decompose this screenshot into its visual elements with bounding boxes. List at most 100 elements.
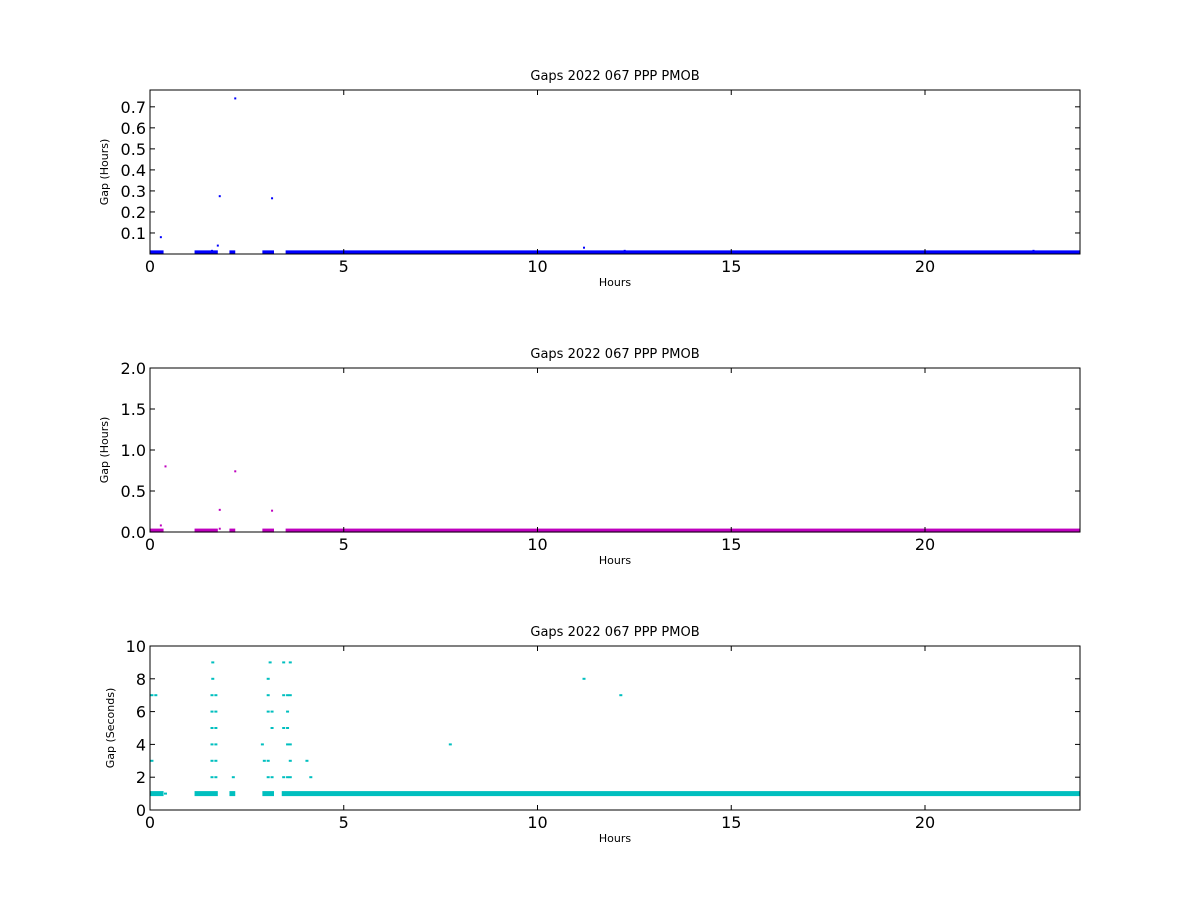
data-point-12 [211, 677, 215, 680]
data-point-4 [164, 792, 167, 795]
axes-frame [149, 645, 1081, 811]
data-point-5 [210, 776, 214, 779]
data-point-40 [288, 661, 292, 664]
data-point-4 [218, 527, 221, 530]
data-point-27 [268, 661, 272, 664]
data-point-13 [214, 776, 218, 779]
chart-panel-2: Gaps 2022 067 PPP PMOB 0 5 10 15 20 0.0 0.5 1.0 1… [98, 347, 1081, 567]
y-tick-label: 0.4 [121, 161, 146, 180]
data-point-29 [270, 727, 274, 729]
series-baseline [150, 250, 1080, 255]
chart-title: Gaps 2022 067 PPP PMOB [530, 69, 699, 84]
data-point-1 [159, 236, 162, 239]
data-point-22 [266, 776, 270, 779]
y-axis-label: Gap (Seconds) [104, 688, 117, 769]
data-point-21 [262, 759, 266, 762]
data-point-41 [288, 694, 292, 697]
x-tick-label: 10 [527, 813, 547, 832]
baseline-segment-2 [194, 528, 218, 533]
data-point-6 [271, 509, 274, 512]
series-baseline [150, 791, 1080, 797]
data-point-10 [210, 694, 214, 697]
y-tick-label: 2 [136, 768, 146, 787]
data-point-34 [282, 776, 286, 779]
baseline-segment-2 [194, 791, 218, 797]
data-point-35 [286, 776, 290, 779]
data-point-16 [214, 727, 218, 729]
y-tick-label: 0.3 [121, 182, 146, 201]
y-tick-label: 1.0 [121, 441, 146, 460]
x-tick-label: 5 [339, 535, 349, 554]
x-tick-label: 20 [915, 257, 935, 276]
baseline-segment-5 [285, 528, 1080, 533]
data-point-18 [214, 694, 218, 697]
data-point-2 [150, 694, 154, 697]
baseline-segment-4 [262, 528, 274, 533]
data-point-15 [214, 743, 218, 746]
data-point-32 [282, 694, 286, 697]
data-point-45 [305, 759, 309, 762]
baseline-segment-4 [262, 250, 274, 255]
baseline-segment-5 [281, 791, 1080, 797]
chart-title: Gaps 2022 067 PPP PMOB [530, 625, 699, 640]
baseline-segment-4 [262, 791, 274, 797]
chart-panel-1: Gaps 2022 067 PPP PMOB 0 5 10 15 20 0.1 0.2 0.3 0… [98, 69, 1081, 289]
y-tick-label: 6 [136, 703, 146, 722]
data-point-36 [286, 743, 290, 746]
series-points [159, 97, 1035, 252]
data-point-9 [1032, 249, 1035, 252]
baseline-segment-3 [229, 250, 236, 255]
data-point-48 [582, 677, 586, 680]
data-point-31 [282, 661, 286, 664]
x-tick-label: 10 [527, 257, 547, 276]
data-point-7 [583, 529, 585, 532]
y-tick-label: 4 [136, 735, 146, 754]
x-tick-label: 0 [145, 257, 155, 276]
x-tick-label: 20 [915, 813, 935, 832]
data-point-1 [159, 524, 162, 527]
x-tick-label: 15 [721, 813, 741, 832]
x-tick-label: 0 [145, 535, 155, 554]
x-tick-label: 0 [145, 813, 155, 832]
x-tick-label: 20 [915, 535, 935, 554]
data-point-43 [288, 759, 292, 762]
data-point-30 [270, 710, 274, 713]
y-tick-label: 0.5 [121, 140, 146, 159]
y-tick-label: 2.0 [121, 359, 146, 378]
data-point-25 [266, 694, 270, 697]
data-point-33 [282, 727, 286, 729]
data-point-7 [583, 246, 585, 249]
data-point-2 [211, 249, 213, 252]
y-tick-label: 0.2 [121, 203, 146, 222]
baseline-segment-1 [150, 791, 164, 797]
x-tick-label: 10 [527, 535, 547, 554]
data-point-44 [288, 776, 292, 779]
series-points [159, 465, 585, 532]
data-point-7 [210, 743, 214, 746]
chart-title: Gaps 2022 067 PPP PMOB [530, 347, 699, 362]
y-tick-label: 0.5 [121, 482, 146, 501]
data-point-4 [218, 195, 221, 198]
y-tick-label: 0.6 [121, 119, 146, 138]
data-point-49 [619, 694, 623, 697]
data-point-8 [623, 249, 626, 252]
data-point-42 [288, 743, 292, 746]
x-axis-label: Hours [599, 554, 631, 567]
data-point-20 [260, 743, 264, 746]
data-point-23 [266, 759, 270, 762]
data-point-5 [234, 470, 237, 473]
data-point-28 [270, 776, 274, 779]
data-point-3 [218, 508, 221, 511]
y-tick-label: 10 [126, 637, 146, 656]
axes-frame [149, 367, 1081, 533]
data-point-39 [286, 694, 290, 697]
data-point-9 [210, 710, 214, 713]
data-point-1 [150, 759, 154, 762]
y-tick-label: 0.7 [121, 98, 146, 117]
x-tick-label: 5 [339, 257, 349, 276]
data-point-5 [234, 97, 237, 100]
data-point-3 [216, 244, 219, 247]
data-point-26 [266, 677, 270, 680]
y-tick-label: 0 [136, 801, 146, 820]
data-point-6 [210, 759, 214, 762]
